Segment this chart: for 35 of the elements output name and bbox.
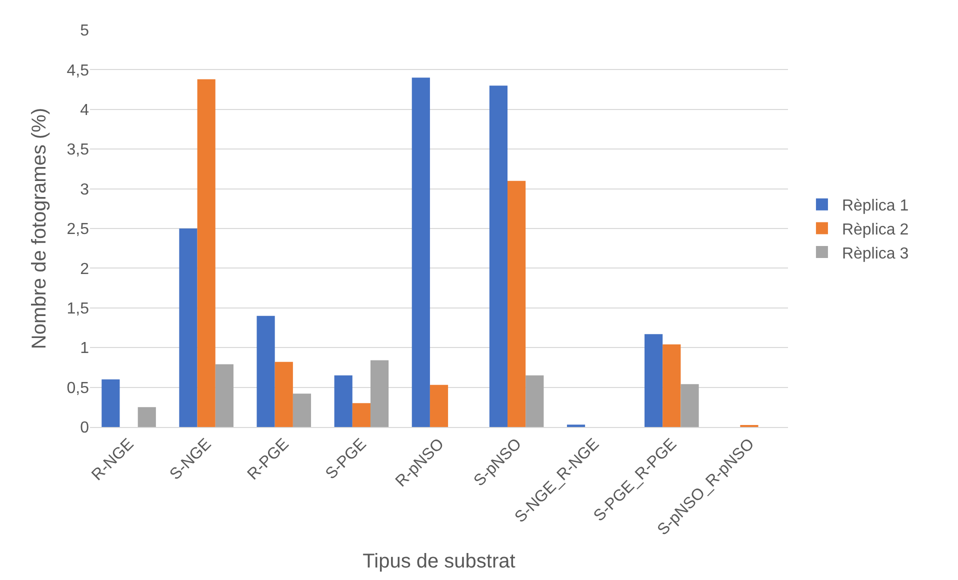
bar — [292, 394, 312, 427]
bar — [256, 316, 275, 427]
bar — [508, 180, 526, 427]
bar — [526, 375, 544, 427]
bar — [370, 360, 389, 427]
bar — [352, 403, 370, 427]
bar — [215, 364, 234, 427]
legend-label: Rèplica 2 — [842, 221, 909, 238]
legend-label: Rèplica 1 — [842, 198, 909, 215]
bar — [489, 86, 508, 427]
bar — [179, 228, 198, 427]
x-axis-title: Tipus de substrat — [362, 550, 516, 572]
y-tick-label: 5 — [80, 22, 90, 40]
bar — [662, 344, 681, 427]
y-axis-title: Nombre de fotogrames (%) — [28, 108, 50, 350]
y-tick-label: 2 — [80, 260, 90, 278]
y-tick-label: 4,5 — [66, 62, 90, 80]
y-tick-label: 3 — [80, 181, 90, 198]
bar — [138, 407, 156, 427]
y-tick-label: 4 — [80, 102, 90, 119]
bar — [274, 362, 293, 427]
y-tick-label: 0,5 — [66, 380, 90, 397]
legend-label: Rèplica 3 — [842, 245, 909, 262]
bar — [644, 334, 663, 427]
y-tick-label: 3,5 — [66, 142, 90, 159]
bar — [102, 379, 120, 427]
y-tick-label: 2,5 — [66, 221, 90, 238]
y-tick-label: 1,5 — [66, 300, 90, 318]
bar — [680, 384, 699, 427]
bar — [334, 375, 352, 427]
bar — [430, 384, 448, 427]
bar — [197, 79, 216, 427]
bar — [412, 78, 430, 427]
y-tick-label: 0 — [80, 420, 90, 437]
y-tick-label: 1 — [80, 340, 90, 358]
